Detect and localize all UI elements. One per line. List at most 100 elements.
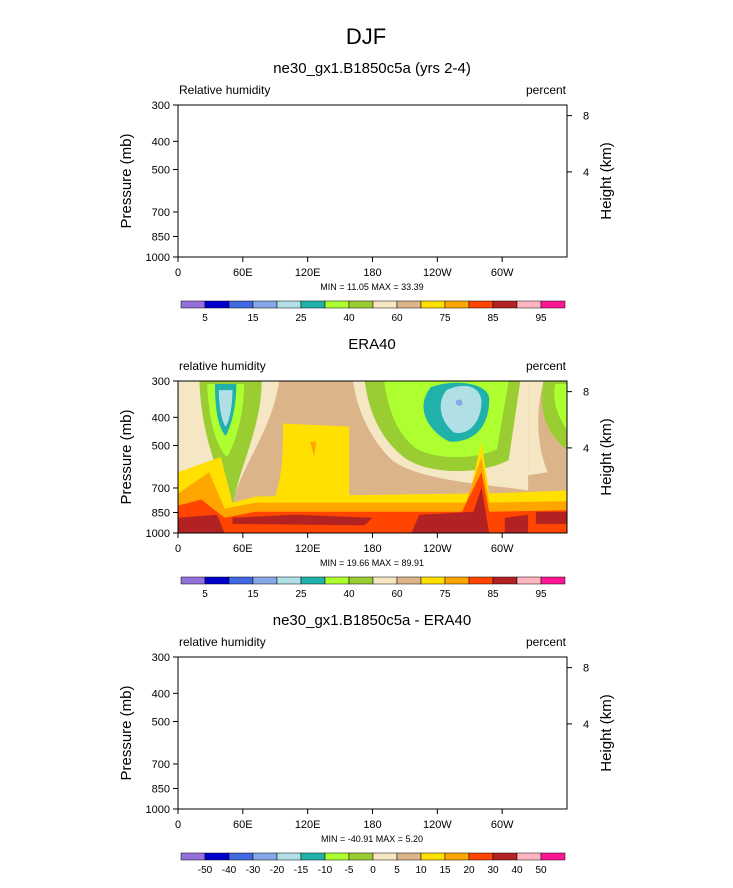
colorbar-swatch: [252, 576, 278, 585]
colorbar-swatch: [276, 852, 302, 861]
colorbar-label: 25: [295, 313, 307, 324]
colorbar-swatch: [396, 300, 422, 309]
min-max-stats: MIN = 19.66 MAX = 89.91: [320, 558, 424, 568]
y-tick-label: 1000: [146, 252, 170, 264]
colorbar-label: 15: [247, 313, 259, 324]
x-tick-label: 180: [363, 819, 381, 831]
colorbar-swatch: [492, 300, 518, 309]
y-tick-label: 300: [152, 652, 170, 664]
colorbar-label: 40: [343, 589, 355, 600]
colorbar-label: -30: [246, 865, 261, 876]
colorbar-swatch: [420, 300, 446, 309]
colorbar-label: 20: [463, 865, 475, 876]
x-tick-label: 0: [175, 543, 181, 555]
colorbar-swatch: [228, 300, 254, 309]
contour-region: [232, 514, 373, 526]
units-label: percent: [526, 83, 567, 97]
colorbar-swatch: [372, 852, 398, 861]
colorbar-swatch: [540, 576, 566, 585]
colorbar-swatch: [372, 576, 398, 585]
colorbar-swatch: [204, 300, 230, 309]
colorbar-swatch: [540, 852, 566, 861]
contour-region: [528, 381, 548, 476]
x-tick-label: 60E: [233, 543, 253, 555]
x-tick-label: 120E: [295, 267, 321, 279]
y-tick-label: 700: [152, 207, 170, 219]
units-label: percent: [526, 359, 567, 373]
colorbar-swatch: [300, 300, 326, 309]
colorbar-swatch: [324, 852, 350, 861]
colorbar-swatch: [252, 852, 278, 861]
panel-title: ne30_gx1.B1850c5a - ERA40: [273, 612, 471, 629]
y-tick-label: 700: [152, 483, 170, 495]
y-axis-title: Pressure (mb): [118, 409, 135, 504]
y-tick-label: 500: [152, 440, 170, 452]
colorbar-label: 15: [247, 589, 259, 600]
page-title: DJF: [346, 24, 386, 49]
colorbar-label: 5: [202, 313, 208, 324]
x-tick-label: 60E: [233, 267, 253, 279]
colorbar-swatch: [372, 300, 398, 309]
x-tick-label: 180: [363, 267, 381, 279]
colorbar-label: 5: [394, 865, 400, 876]
x-tick-label: 60W: [491, 819, 514, 831]
colorbar: 5 15 25 40 60 75 85 95: [180, 300, 566, 324]
variable-label: Relative humidity: [179, 83, 270, 97]
right-tick-label: 8: [583, 387, 589, 399]
colorbar-label: 15: [439, 865, 451, 876]
contour-region: [535, 511, 567, 524]
variable-label: relative humidity: [179, 359, 266, 373]
x-tick-label: 60E: [233, 819, 253, 831]
x-tick-label: 120E: [295, 543, 321, 555]
colorbar-label: 5: [202, 589, 208, 600]
right-tick-label: 8: [583, 111, 589, 123]
colorbar-label: 85: [487, 589, 499, 600]
colorbar: -50 -40 -30 -20 -15 -10 -5 0 5 10 15 20 30 40 50: [180, 852, 566, 876]
y-tick-label: 850: [152, 507, 170, 519]
colorbar-swatch: [492, 576, 518, 585]
colorbar-swatch: [228, 852, 254, 861]
colorbar-swatch: [180, 576, 206, 585]
y-tick-label: 1000: [146, 804, 170, 816]
x-tick-label: 120W: [423, 543, 452, 555]
colorbar-swatch: [444, 576, 470, 585]
colorbar-label: 60: [391, 313, 403, 324]
right-tick-label: 4: [583, 719, 589, 731]
colorbar-swatch: [204, 576, 230, 585]
colorbar-swatch: [396, 852, 422, 861]
y-tick-label: 500: [152, 164, 170, 176]
colorbar-label: 30: [487, 865, 499, 876]
y-axis-title: Pressure (mb): [118, 133, 135, 228]
y-tick-label: 500: [152, 716, 170, 728]
colorbar-swatch: [516, 300, 542, 309]
x-tick-label: 60W: [491, 543, 514, 555]
panel-3: ne30_gx1.B1850c5a - ERA40 relative humidi…: [118, 612, 615, 876]
panel-title: ne30_gx1.B1850c5a (yrs 2-4): [273, 60, 471, 77]
colorbar-label: 85: [487, 313, 499, 324]
colorbar-swatch: [516, 852, 542, 861]
units-label: percent: [526, 635, 567, 649]
colorbar-swatch: [276, 300, 302, 309]
colorbar-label: 25: [295, 589, 307, 600]
right-tick-label: 4: [583, 167, 589, 179]
y-tick-label: 300: [152, 100, 170, 112]
contour-region: [411, 487, 490, 533]
variable-label: relative humidity: [179, 635, 266, 649]
y-tick-label: 1000: [146, 528, 170, 540]
min-max-stats: MIN = -40.91 MAX = 5.20: [321, 834, 423, 844]
contour-region: [440, 385, 482, 434]
colorbar-label: 95: [535, 313, 547, 324]
plot-frame: [177, 104, 568, 258]
y-tick-label: 850: [152, 783, 170, 795]
right-axis-title: Height (km): [598, 418, 615, 496]
colorbar-swatch: [300, 576, 326, 585]
colorbar-swatch: [180, 852, 206, 861]
y-axis-title: Pressure (mb): [118, 685, 135, 780]
colorbar-swatch: [468, 852, 494, 861]
colorbar-swatch: [540, 300, 566, 309]
colorbar-swatch: [252, 300, 278, 309]
right-tick-label: 4: [583, 443, 589, 455]
colorbar-label: -5: [345, 865, 354, 876]
